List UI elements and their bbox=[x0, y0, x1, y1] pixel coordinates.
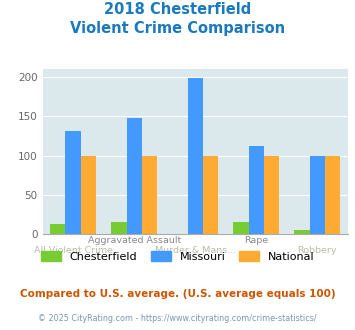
Bar bbox=[188, 78, 203, 234]
Text: Compared to U.S. average. (U.S. average equals 100): Compared to U.S. average. (U.S. average … bbox=[20, 289, 335, 299]
Bar bbox=[111, 222, 126, 234]
Legend: Chesterfield, Missouri, National: Chesterfield, Missouri, National bbox=[36, 247, 319, 267]
Text: Aggravated Assault: Aggravated Assault bbox=[88, 236, 181, 245]
Bar bbox=[203, 156, 218, 234]
Text: Robbery: Robbery bbox=[297, 246, 337, 255]
Text: Violent Crime Comparison: Violent Crime Comparison bbox=[70, 21, 285, 36]
Bar bbox=[81, 156, 96, 234]
Text: © 2025 CityRating.com - https://www.cityrating.com/crime-statistics/: © 2025 CityRating.com - https://www.city… bbox=[38, 314, 317, 323]
Text: Murder & Mans...: Murder & Mans... bbox=[155, 246, 236, 255]
Bar bbox=[126, 118, 142, 234]
Bar bbox=[294, 230, 310, 234]
Bar bbox=[325, 156, 340, 234]
Bar bbox=[248, 146, 264, 234]
Bar bbox=[264, 156, 279, 234]
Text: All Violent Crime: All Violent Crime bbox=[34, 246, 113, 255]
Bar bbox=[50, 224, 66, 234]
Bar bbox=[310, 156, 325, 234]
Bar bbox=[142, 156, 157, 234]
Text: Rape: Rape bbox=[244, 236, 268, 245]
Bar bbox=[66, 131, 81, 234]
Bar bbox=[234, 222, 248, 234]
Text: 2018 Chesterfield: 2018 Chesterfield bbox=[104, 2, 251, 16]
